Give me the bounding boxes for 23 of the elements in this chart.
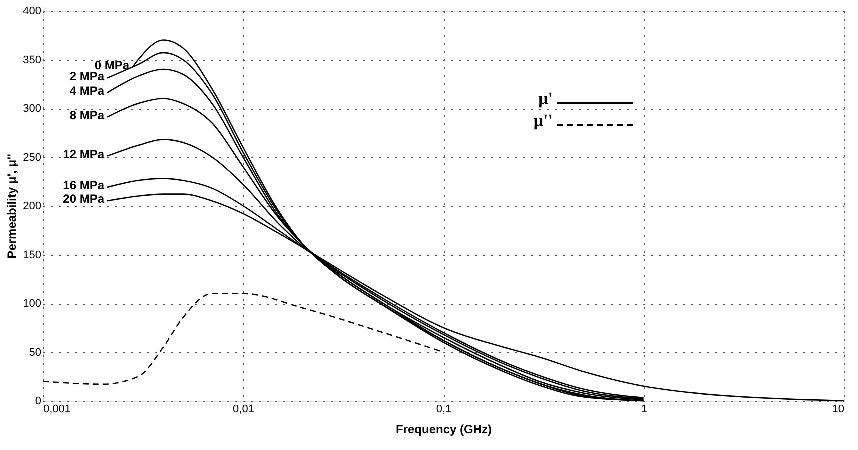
- x-tick-label: 0,1: [436, 404, 452, 416]
- annotation: μ'': [534, 111, 553, 130]
- y-tick-label: 300: [23, 103, 42, 115]
- series-label: 4 MPa: [70, 84, 105, 98]
- y-tick-label: 150: [23, 249, 42, 262]
- y-tick-label: 250: [23, 152, 42, 164]
- y-tick-label: 200: [23, 200, 42, 212]
- x-tick-label: 1: [641, 404, 648, 416]
- x-tick-label: 0,001: [44, 404, 72, 416]
- series-label: 8 MPa: [70, 108, 105, 122]
- series-label: 12 MPa: [63, 147, 105, 162]
- x-axis-title: Frequency (GHz): [396, 422, 492, 436]
- y-tick-label: 50: [29, 346, 42, 359]
- x-tick-label: 10: [832, 404, 844, 416]
- y-tick-label: 0: [35, 396, 42, 408]
- y-tick-label: 100: [23, 298, 42, 310]
- y-tick-label: 400: [23, 6, 42, 18]
- annotation: μ': [538, 89, 553, 108]
- y-tick-label: 350: [23, 54, 42, 66]
- series-label: 16 MPa: [63, 178, 105, 192]
- y-axis-title: Permeability μ', μ'': [5, 154, 20, 259]
- series-label: 20 MPa: [63, 192, 105, 206]
- x-tick-label: 0,01: [233, 404, 254, 416]
